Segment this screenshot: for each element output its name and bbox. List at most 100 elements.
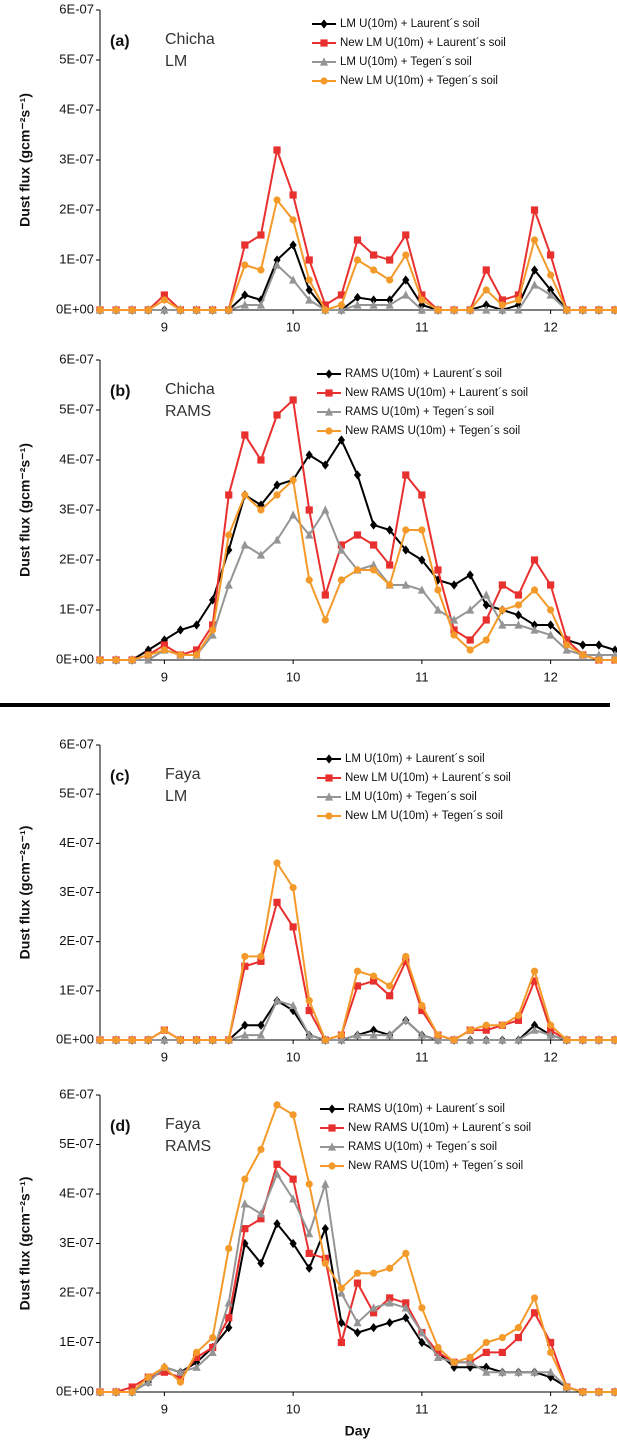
y-tick-label: 3E-07 [59,501,94,516]
data-point [579,306,587,314]
data-point [337,1031,346,1039]
data-point [530,620,539,630]
data-point [482,286,490,294]
data-point [547,251,555,259]
x-tick-label: 10 [286,669,300,684]
data-point [241,1020,249,1030]
data-point [386,295,394,305]
data-point [241,491,249,499]
data-point [337,1284,346,1292]
data-point [547,1026,555,1034]
data-point [369,972,378,980]
data-point [611,656,617,664]
data-point [353,1269,362,1277]
data-point [289,216,297,224]
legend-label: New LM U(10m) + Laurent´s soil [340,37,506,49]
data-point [579,1036,587,1044]
data-point [498,1035,507,1044]
data-point [402,471,410,479]
legend-marker [325,774,333,782]
data-point [305,1249,313,1257]
data-point [257,1215,265,1223]
data-point [225,491,233,499]
data-point [611,1388,617,1396]
data-point [402,231,410,239]
y-tick-label: 1E-07 [59,251,94,266]
data-point [466,570,474,580]
data-point [305,1229,314,1238]
data-point [547,271,555,279]
data-point [289,510,298,519]
data-point [192,306,201,314]
data-point [241,261,249,269]
data-point [401,1303,410,1312]
data-point [530,1367,539,1376]
data-point [466,306,474,314]
legend-marker [324,407,334,416]
y-tick-label: 0E+00 [56,301,94,316]
data-point [401,290,410,299]
data-point [401,580,410,589]
data-point [563,636,571,644]
y-tick-label: 2E-07 [59,933,94,948]
data-point [225,306,233,314]
panel-label: (b) [110,383,130,400]
data-point [547,285,555,295]
data-point [256,550,266,559]
data-point [434,1031,442,1039]
data-point [225,1036,233,1044]
data-point [369,1030,378,1039]
data-point [530,977,539,985]
data-point [563,306,571,314]
data-point [514,601,523,609]
data-point [176,1367,185,1376]
data-point [209,306,217,314]
data-point [160,1035,169,1044]
data-point [305,530,314,539]
y-axis-label: Dust flux (gcm⁻²s⁻¹) [17,1177,33,1311]
data-point [547,1338,555,1347]
legend-marker [320,19,328,29]
data-point [321,460,329,470]
data-point [305,276,313,284]
station-label: Faya [165,766,201,783]
y-tick-label: 5E-07 [59,51,94,66]
data-point [434,586,442,594]
data-point [192,620,201,630]
y-tick-label: 6E-07 [59,351,94,366]
data-point [369,1269,378,1277]
data-point [273,255,281,265]
data-point [353,1318,362,1327]
x-tick-label: 12 [543,1401,557,1416]
data-point [305,1180,313,1188]
data-point [273,1219,281,1229]
data-point [337,576,346,584]
x-tick-label: 9 [161,319,168,334]
data-point [289,191,297,199]
data-point [128,656,136,664]
data-point [209,1343,217,1352]
data-point [241,962,249,970]
data-point [321,505,330,514]
data-point [273,898,281,906]
data-point [433,605,443,614]
data-point [240,1199,249,1208]
data-point [289,240,297,250]
data-point [289,1238,297,1249]
legend-marker [325,754,333,764]
data-point [257,1145,265,1154]
legend-marker [328,1124,336,1132]
data-point [466,1362,474,1372]
data-point [128,306,136,314]
data-point [192,646,201,654]
data-point [256,1030,266,1039]
series [96,196,617,314]
data-point [498,1367,507,1376]
data-point [353,566,362,574]
data-point [273,1101,281,1109]
data-point [402,251,410,259]
data-point [369,560,378,569]
x-tick-label: 11 [415,319,429,334]
legend-label: RAMS U(10m) + Laurent´s soil [348,1103,505,1115]
legend-label: LM U(10m) + Tegen´s soil [340,56,472,68]
